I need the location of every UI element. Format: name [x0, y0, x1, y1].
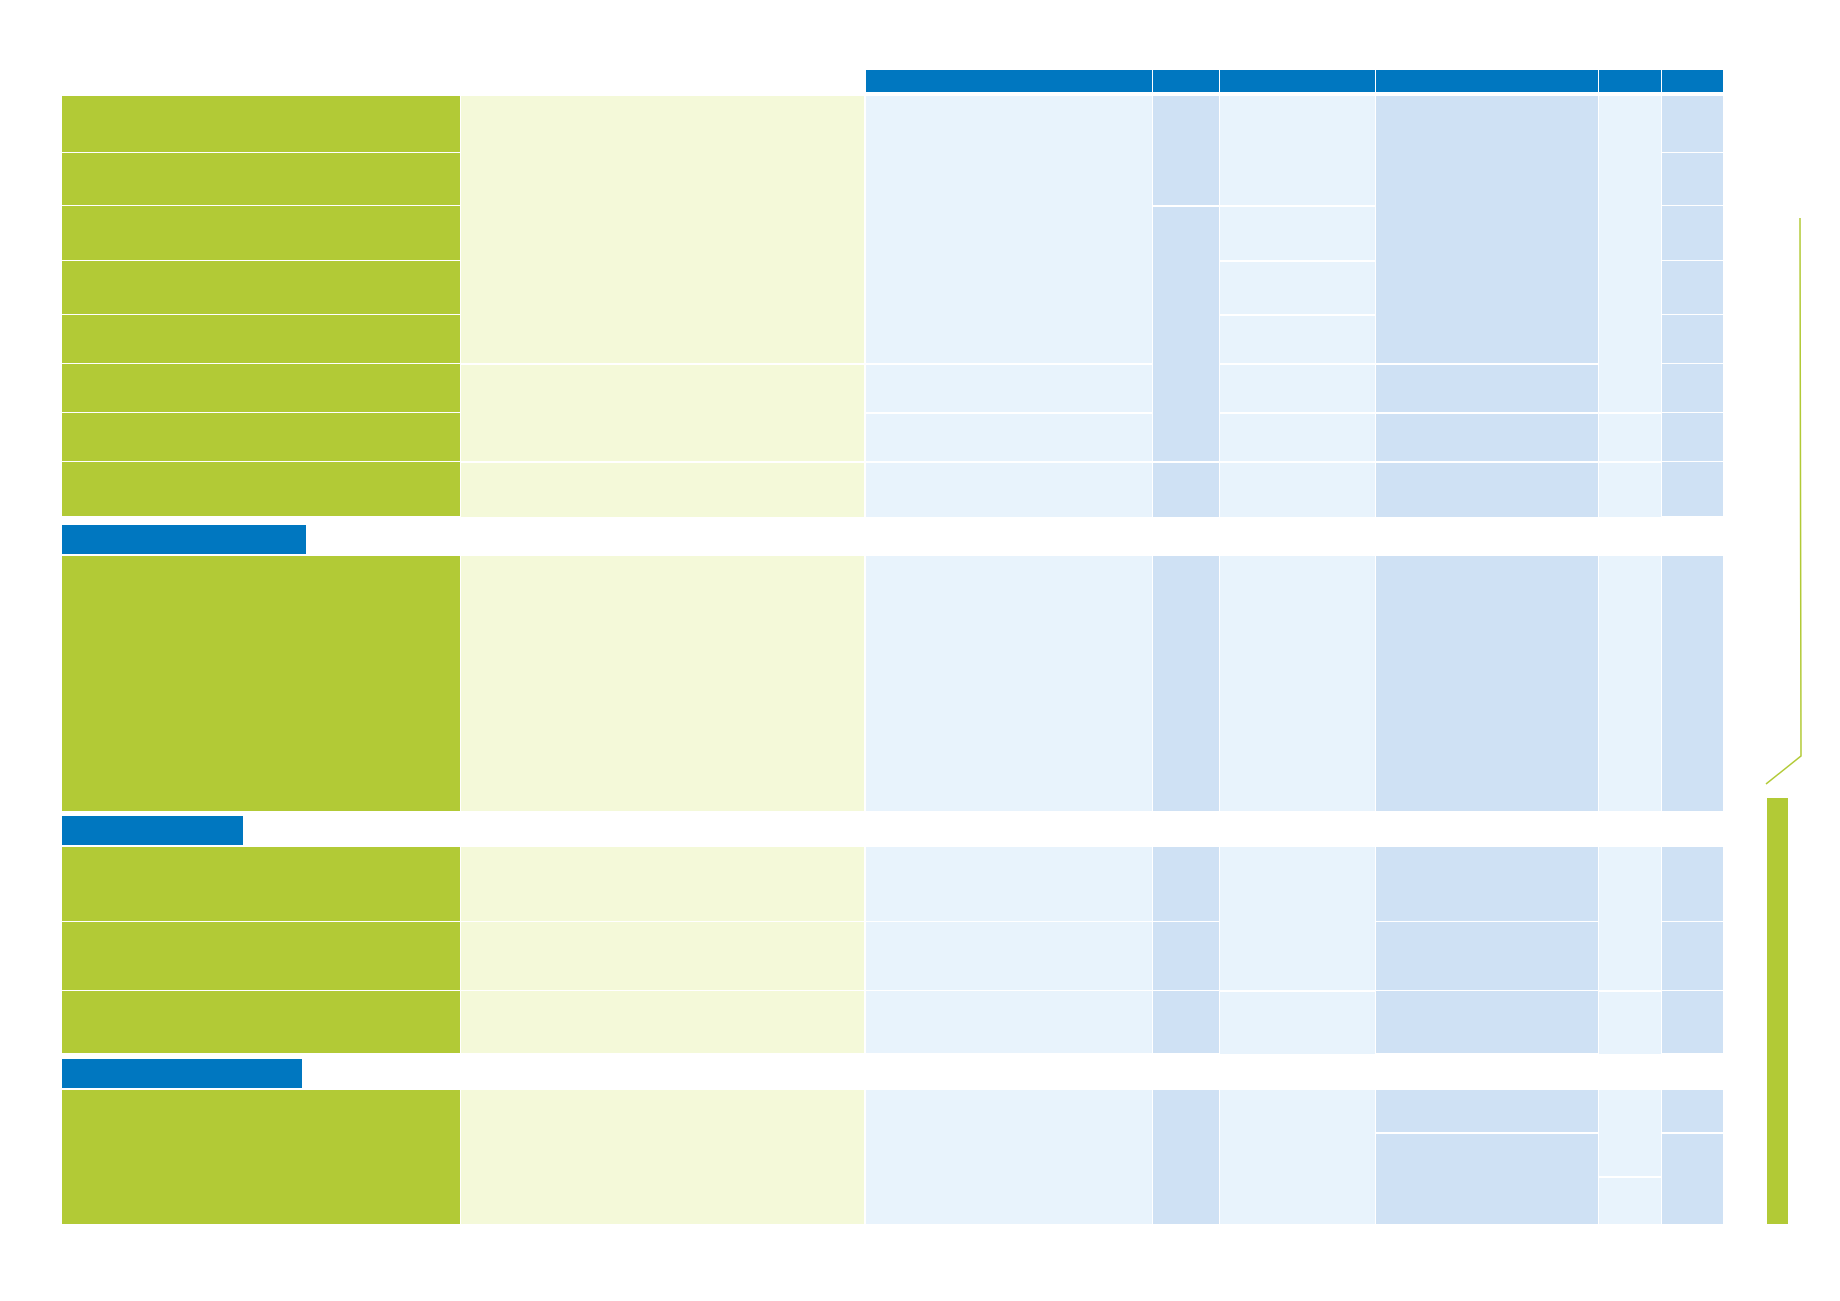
row-label-cell [62, 847, 460, 921]
value-cell [1662, 922, 1723, 990]
value-cell [1662, 206, 1723, 260]
section-header-tab [62, 816, 243, 845]
value-cell [1376, 1134, 1598, 1224]
row-label-cell [62, 206, 460, 260]
value-cell [1153, 1090, 1219, 1224]
column-header [1220, 70, 1375, 92]
value-cell [1153, 847, 1219, 921]
description-cell [461, 847, 864, 921]
value-cell [1376, 1090, 1598, 1132]
column-header [1662, 70, 1723, 92]
column-header [1376, 70, 1598, 92]
value-cell [1220, 1090, 1375, 1224]
description-cell [461, 365, 864, 461]
value-cell [1220, 207, 1375, 260]
row-label-cell [62, 153, 460, 205]
row-label-cell [62, 1090, 460, 1224]
side-green-bar [1767, 798, 1788, 1224]
value-cell [866, 96, 1152, 363]
value-cell [1599, 463, 1661, 517]
value-cell [1220, 556, 1375, 811]
description-cell [461, 556, 864, 811]
value-cell [1376, 463, 1598, 517]
value-cell [1376, 556, 1598, 811]
value-cell [1376, 922, 1598, 990]
row-label-cell [62, 462, 460, 516]
value-cell [1662, 261, 1723, 314]
value-cell [1662, 991, 1723, 1053]
value-cell [1599, 1178, 1661, 1224]
value-cell [1662, 153, 1723, 205]
value-cell [1599, 96, 1661, 412]
value-cell [866, 556, 1152, 811]
description-cell [461, 1090, 864, 1224]
value-cell [1662, 315, 1723, 363]
value-cell [866, 1090, 1152, 1224]
description-cell [461, 922, 864, 990]
row-label-cell [62, 413, 460, 461]
value-cell [1662, 364, 1723, 412]
value-cell [1599, 556, 1661, 811]
value-cell [1662, 556, 1723, 811]
row-label-cell [62, 556, 460, 811]
column-header [1153, 70, 1219, 92]
value-cell [1662, 847, 1723, 921]
row-label-cell [62, 96, 460, 152]
value-cell [866, 991, 1152, 1053]
value-cell [1153, 207, 1219, 461]
value-cell [1153, 463, 1219, 517]
value-cell [1662, 1134, 1723, 1224]
value-cell [1220, 992, 1375, 1054]
value-cell [1220, 847, 1375, 990]
section-header-tab [62, 1059, 302, 1088]
value-cell [1376, 414, 1598, 461]
value-cell [1662, 462, 1723, 516]
value-cell [1599, 847, 1661, 990]
row-label-cell [62, 922, 460, 990]
row-label-cell [62, 991, 460, 1053]
value-cell [866, 414, 1152, 461]
value-cell [1220, 96, 1375, 205]
value-cell [1376, 847, 1598, 921]
row-label-cell [62, 315, 460, 363]
value-cell [866, 847, 1152, 921]
value-cell [1376, 991, 1598, 1053]
value-cell [1220, 365, 1375, 412]
value-cell [1376, 365, 1598, 412]
column-header [1599, 70, 1661, 92]
value-cell [1220, 414, 1375, 461]
row-label-cell [62, 364, 460, 412]
value-cell [1220, 262, 1375, 314]
value-cell [1599, 414, 1661, 461]
value-cell [1153, 556, 1219, 811]
value-cell [1220, 316, 1375, 363]
value-cell [1153, 922, 1219, 990]
description-cell [461, 991, 864, 1053]
section-header-tab [62, 525, 306, 554]
value-cell [866, 922, 1152, 990]
description-cell [461, 96, 864, 363]
value-cell [1220, 463, 1375, 517]
row-label-cell [62, 261, 460, 314]
value-cell [866, 365, 1152, 412]
value-cell [1153, 991, 1219, 1053]
value-cell [1599, 992, 1661, 1054]
value-cell [1662, 96, 1723, 152]
value-cell [1153, 96, 1219, 205]
column-header [866, 70, 1152, 92]
value-cell [1376, 96, 1598, 363]
value-cell [1599, 1090, 1661, 1176]
value-cell [866, 463, 1152, 517]
value-cell [1662, 1090, 1723, 1132]
description-cell [461, 463, 864, 517]
value-cell [1662, 413, 1723, 461]
